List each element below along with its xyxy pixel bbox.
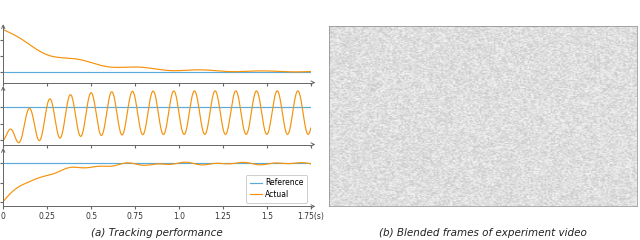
- Actual: [307, 162, 315, 165]
- Actual: [181, 161, 189, 164]
- Legend: Reference, Actual: Reference, Actual: [246, 175, 307, 203]
- Reference: [145, 162, 152, 165]
- Reference: [275, 162, 282, 165]
- Text: (b) Blended frames of experiment video: (b) Blended frames of experiment video: [380, 228, 587, 238]
- Text: (a) Tracking performance: (a) Tracking performance: [91, 228, 223, 238]
- Actual: [143, 164, 151, 167]
- Actual: [156, 162, 163, 165]
- Reference: [259, 162, 266, 165]
- Reference: [156, 162, 163, 165]
- Actual: [145, 164, 152, 167]
- Actual: [275, 162, 283, 164]
- Reference: [122, 162, 130, 165]
- Reference: [307, 162, 315, 165]
- Reference: [143, 162, 151, 165]
- Reference: [0, 162, 7, 165]
- Line: Actual: Actual: [3, 162, 311, 202]
- Actual: [0, 200, 7, 203]
- Actual: [122, 162, 130, 164]
- Actual: [259, 163, 267, 166]
